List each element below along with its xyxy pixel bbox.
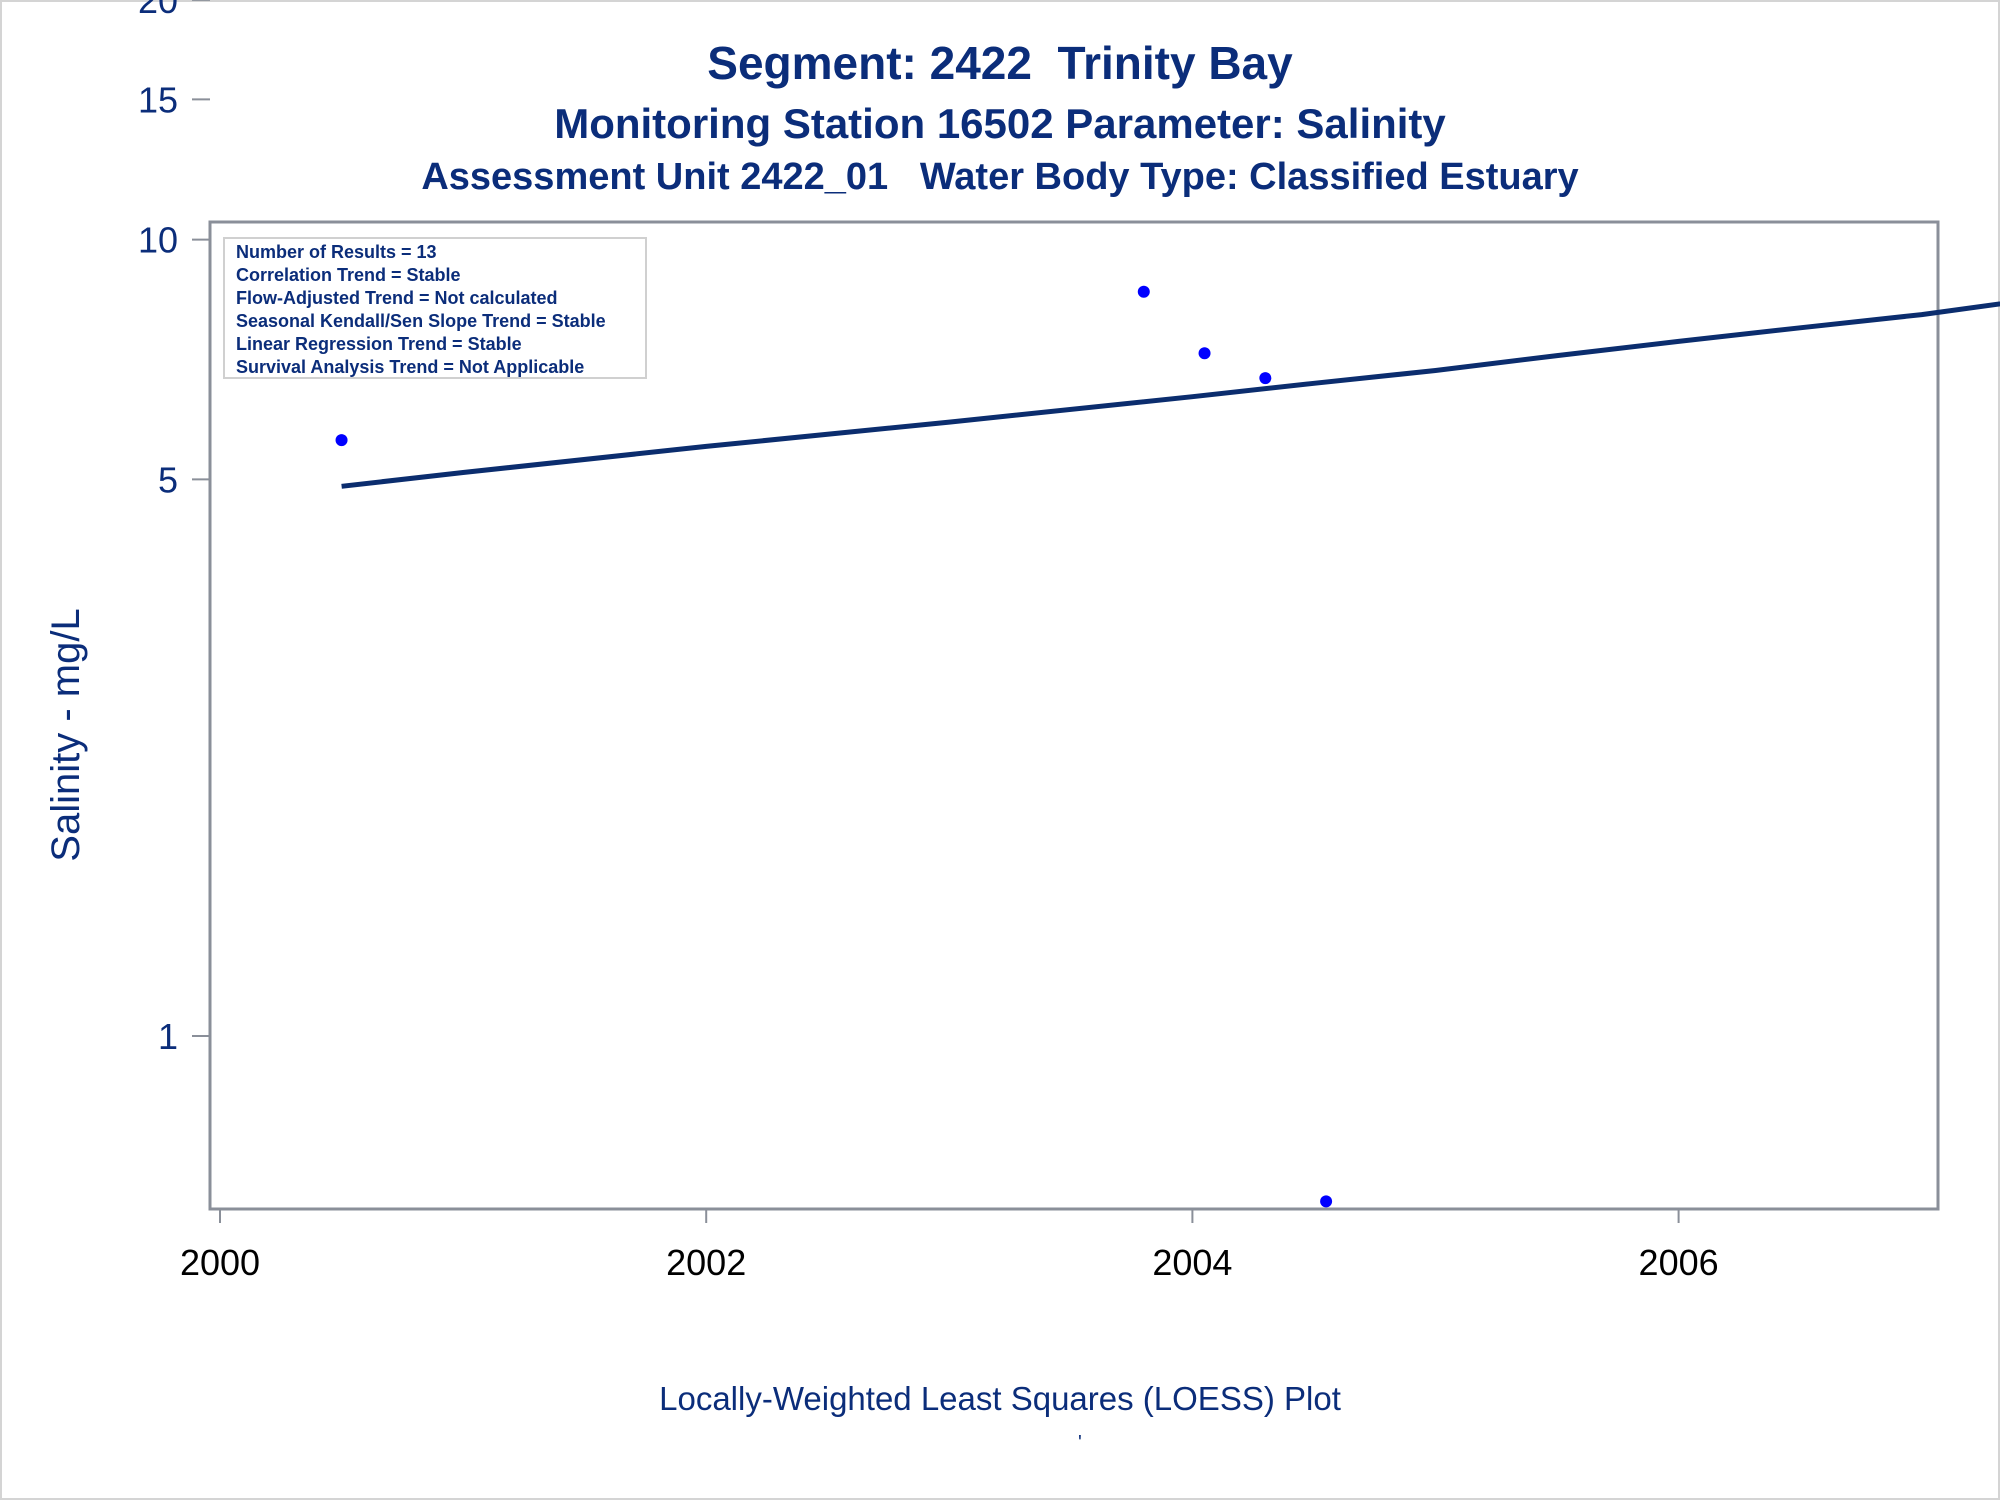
data-point xyxy=(1259,372,1272,385)
x-tick-label: 2002 xyxy=(666,1242,746,1283)
y-tick-label: 15 xyxy=(138,79,178,120)
points-layer xyxy=(335,285,1333,1208)
x-axis: 20002002200420062008201020122014 xyxy=(180,1209,1719,1283)
stats-legend-line: Correlation Trend = Stable xyxy=(236,265,461,285)
chart-subtitle-2: Assessment Unit 2422_01 Water Body Type:… xyxy=(421,156,1579,198)
chart-title: Segment: 2422 Trinity Bay xyxy=(707,37,1293,89)
chart-subtitle: Monitoring Station 16502 Parameter: Sali… xyxy=(554,100,1446,147)
footnote-mark: ' xyxy=(1078,1432,1082,1454)
data-point xyxy=(1320,1195,1333,1208)
stats-legend-line: Number of Results = 13 xyxy=(236,242,437,262)
y-axis-label: Salinity - mg/L xyxy=(44,608,88,861)
x-tick-label: 2004 xyxy=(1152,1242,1232,1283)
x-tick-label: 2006 xyxy=(1639,1242,1719,1283)
stats-legend-line: Survival Analysis Trend = Not Applicable xyxy=(236,357,584,377)
y-tick-label: 10 xyxy=(138,220,178,261)
stats-legend-line: Flow-Adjusted Trend = Not calculated xyxy=(236,288,558,308)
plot-area xyxy=(208,220,1940,1211)
stats-legend: Number of Results = 13 Correlation Trend … xyxy=(223,237,647,379)
stats-legend-line: Seasonal Kendall/Sen Slope Trend = Stabl… xyxy=(236,311,606,331)
stats-legend-line: Linear Regression Trend = Stable xyxy=(236,334,522,354)
x-tick-label: 2000 xyxy=(180,1242,260,1283)
loess-layer xyxy=(341,301,2000,489)
data-point xyxy=(1198,347,1211,360)
footnote: Locally-Weighted Least Squares (LOESS) P… xyxy=(659,1380,1341,1417)
loess-line xyxy=(341,301,2000,489)
y-tick-label: 1 xyxy=(158,1016,178,1057)
stats-legend-box xyxy=(223,237,647,379)
data-point xyxy=(1137,285,1150,298)
data-point xyxy=(335,434,348,447)
y-tick-label: 5 xyxy=(158,459,178,500)
y-axis: 1510152030 xyxy=(138,0,210,1057)
y-tick-label: 20 xyxy=(138,0,178,21)
